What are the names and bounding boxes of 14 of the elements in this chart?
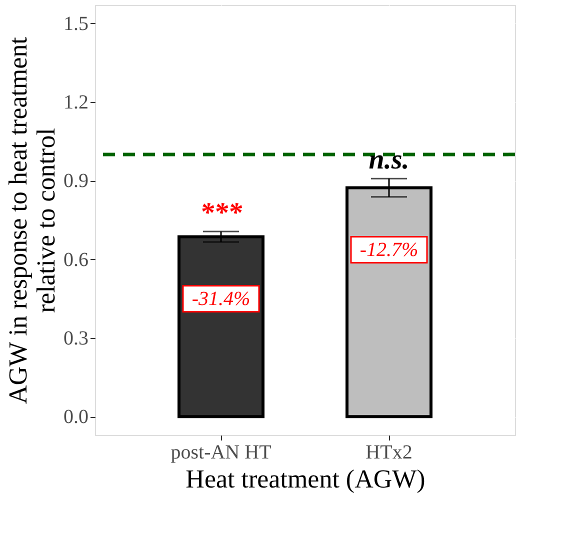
y-axis-title: AGW in response to heat treatment relative to control <box>4 36 60 404</box>
y-tick-label: 0.0 <box>64 406 88 428</box>
x-axis-title: Heat treatment (AGW) <box>186 464 426 494</box>
annotation: -31.4% <box>192 288 250 310</box>
y-tick-label: 0.9 <box>64 170 88 192</box>
y-tick-label: 1.2 <box>64 92 88 114</box>
annotation: *** <box>200 198 243 229</box>
annotation: -12.7% <box>360 238 418 261</box>
annotation: n.s. <box>368 144 410 176</box>
y-tick-label: 0.6 <box>64 248 88 271</box>
x-tick-label: post-AN HT <box>170 442 272 464</box>
x-tick-label: HTx2 <box>366 442 412 464</box>
y-tick-label: 1.5 <box>64 12 88 35</box>
y-tick-label: 0.3 <box>64 327 88 350</box>
